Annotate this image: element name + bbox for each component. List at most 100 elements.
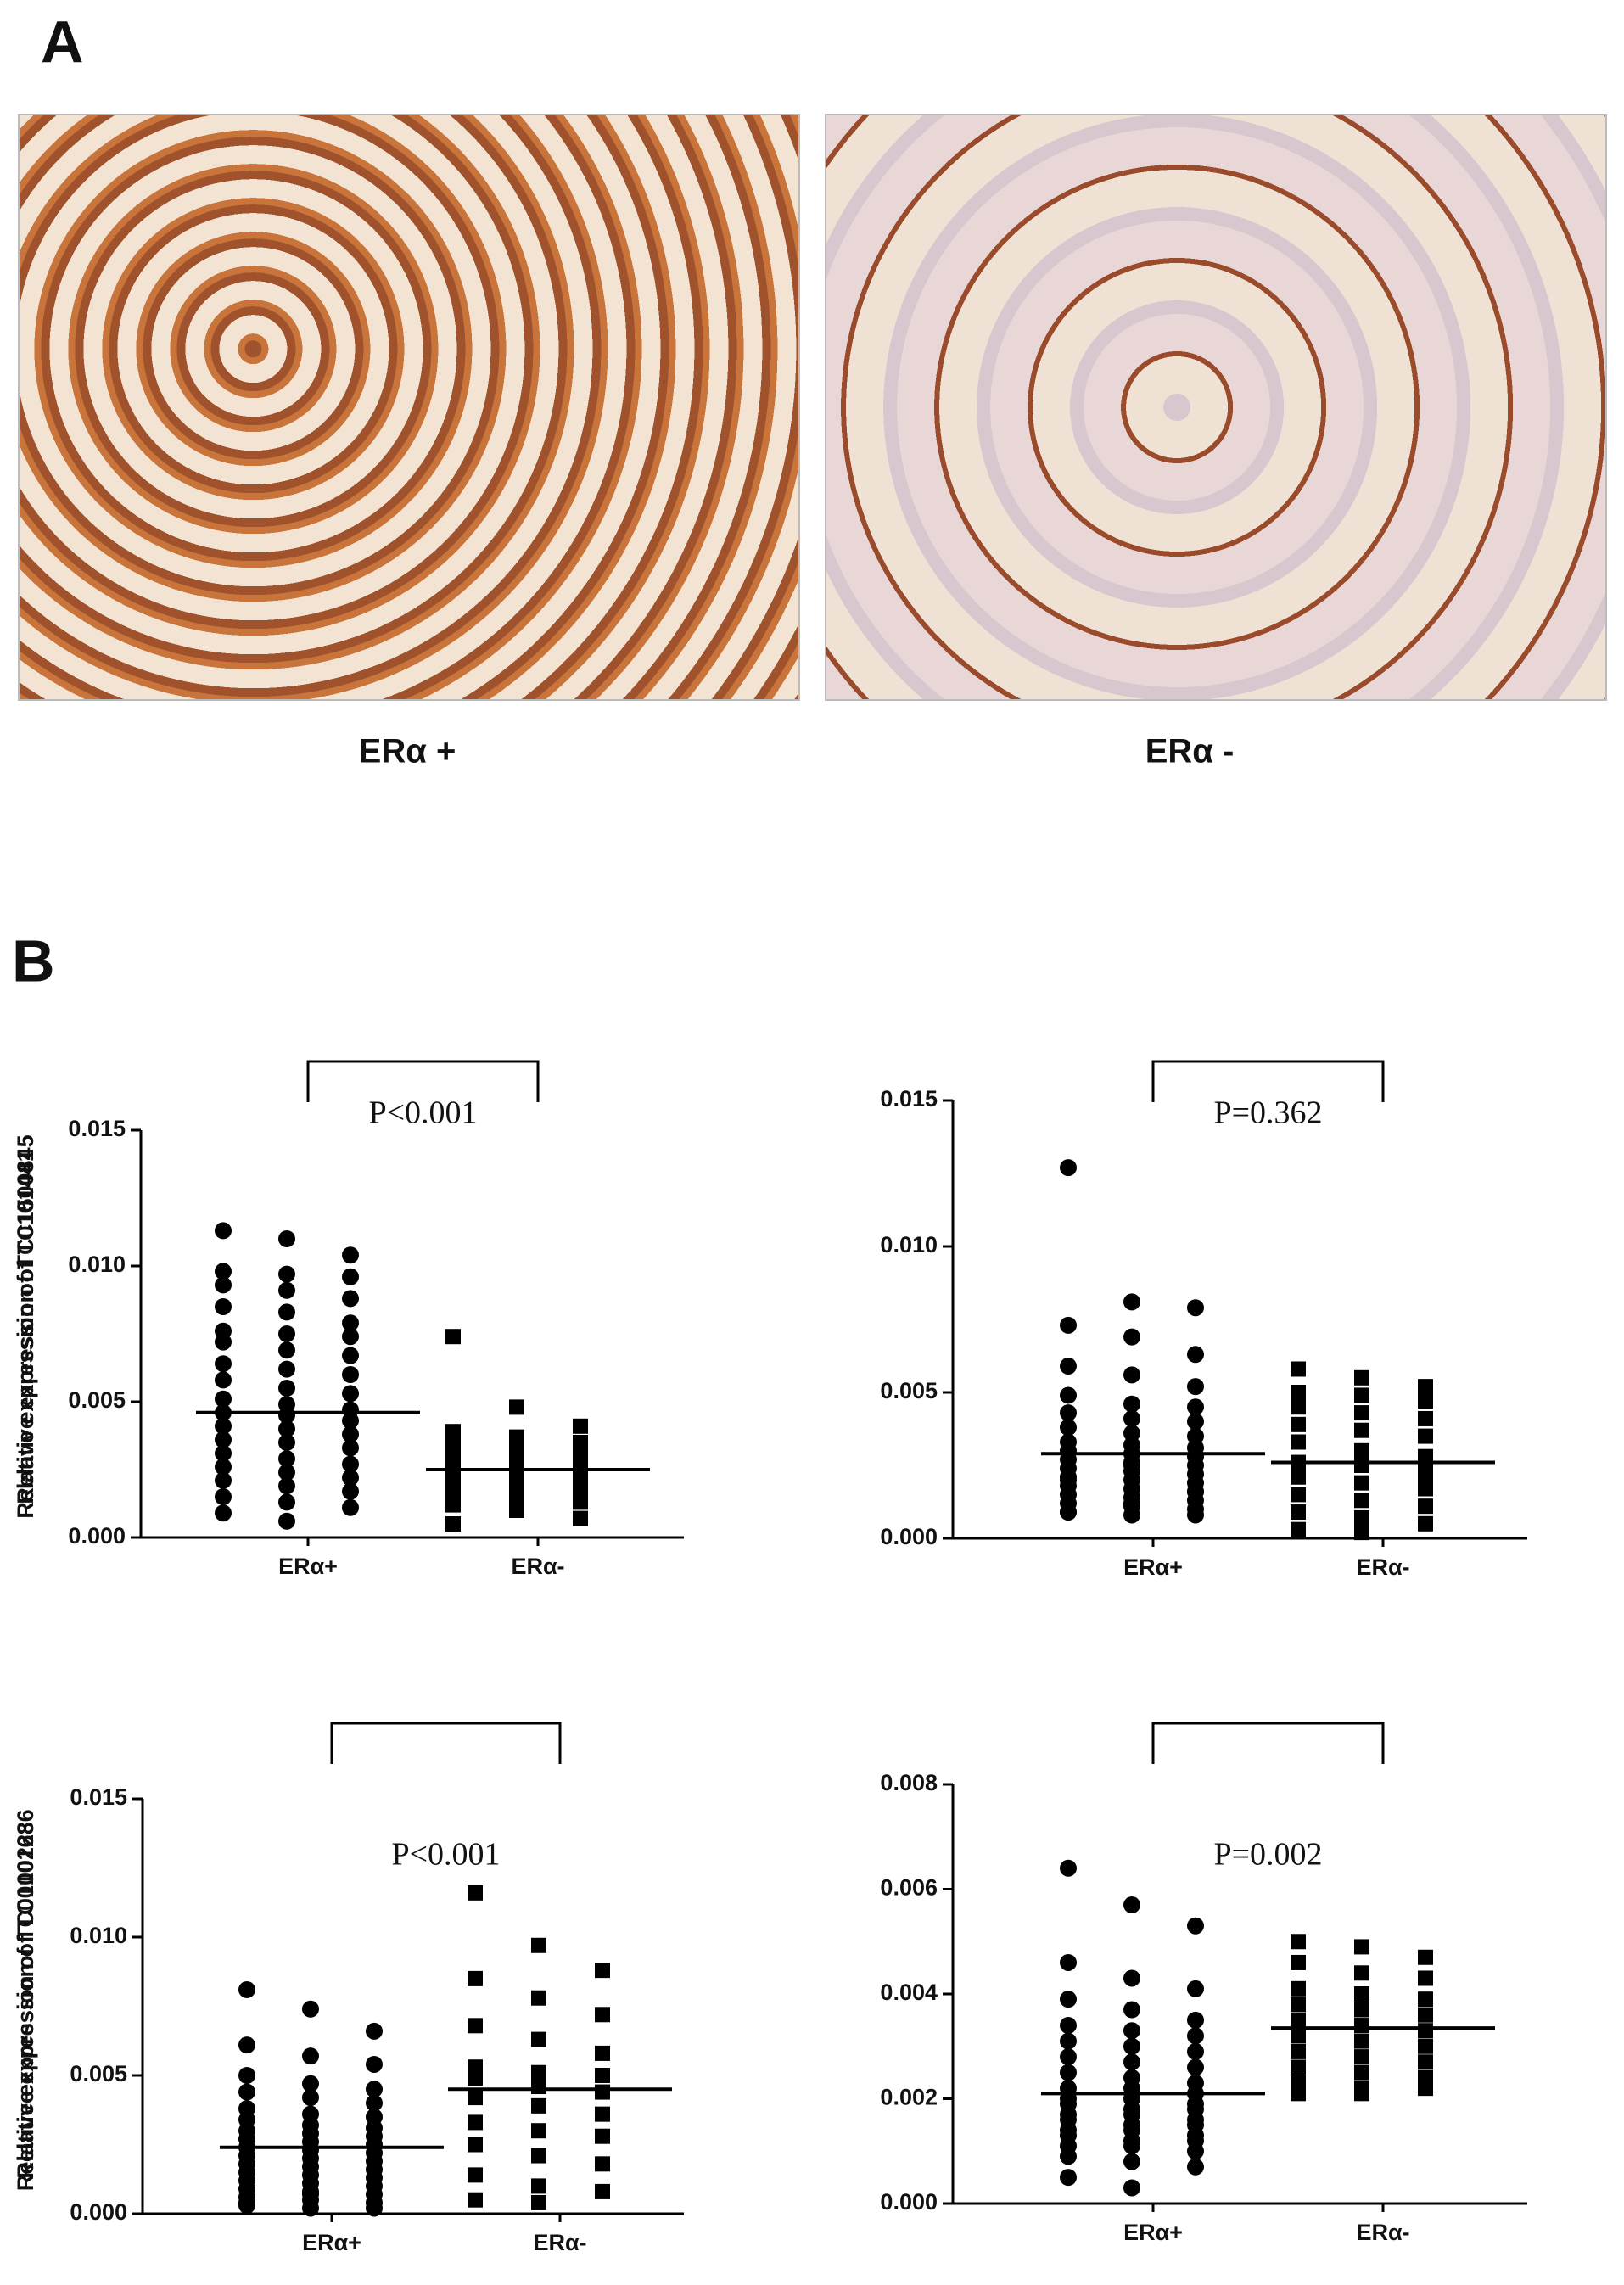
data-point <box>1291 1361 1306 1377</box>
data-point <box>278 1434 295 1451</box>
data-point <box>1418 1481 1433 1497</box>
data-point <box>1060 1504 1077 1521</box>
data-point <box>342 1439 359 1457</box>
data-point <box>531 2178 546 2194</box>
data-point <box>531 2148 546 2164</box>
data-point <box>573 1510 588 1526</box>
data-point <box>531 2031 546 2047</box>
data-point <box>1354 2033 1369 2049</box>
data-point <box>1354 2018 1369 2034</box>
data-point <box>1418 1970 1433 1986</box>
data-point <box>595 2106 610 2122</box>
data-point <box>1187 2142 1204 2160</box>
data-point <box>1354 2086 1369 2102</box>
data-point <box>531 2194 546 2210</box>
data-point <box>1291 1521 1306 1537</box>
data-point <box>1123 1969 1140 1987</box>
data-point <box>366 2199 383 2217</box>
data-point <box>1291 1980 1306 1997</box>
data-point <box>1354 1965 1369 1981</box>
x-tick-label: ERα- <box>1356 1554 1409 1580</box>
y-tick-label: 0.010 <box>880 1232 938 1257</box>
p-value: P<0.001 <box>391 1837 500 1873</box>
y-tick-label: 0.000 <box>880 1524 938 1549</box>
data-point <box>1060 1859 1077 1877</box>
significance-bracket <box>306 1060 540 1102</box>
data-point <box>342 1412 359 1430</box>
data-point <box>445 1437 461 1453</box>
data-point <box>468 2090 483 2106</box>
data-point <box>595 2156 610 2172</box>
data-point <box>1291 2059 1306 2075</box>
data-point <box>1123 2153 1140 2170</box>
data-point <box>1187 1506 1204 1524</box>
x-tick-label: ERα- <box>511 1554 564 1579</box>
data-point <box>468 2137 483 2153</box>
data-point <box>1418 1991 1433 2008</box>
data-point <box>1187 1346 1204 1364</box>
data-point <box>215 1417 232 1435</box>
data-point <box>278 1281 295 1299</box>
data-point <box>215 1390 232 1408</box>
data-point <box>1123 1409 1140 1427</box>
data-point <box>1060 1358 1077 1375</box>
data-point <box>1354 1422 1369 1438</box>
y-tick-label: 0.000 <box>880 2189 938 2215</box>
significance-bracket <box>1151 1060 1385 1102</box>
data-point <box>468 2070 483 2086</box>
p-value: P=0.002 <box>1213 1837 1322 1873</box>
data-point <box>595 2183 610 2199</box>
p-value: P=0.362 <box>1213 1095 1322 1131</box>
data-point <box>1123 1896 1140 1914</box>
data-point <box>1123 1328 1140 1346</box>
data-point <box>342 1498 359 1516</box>
x-tick-label: ERα+ <box>1123 1554 1183 1580</box>
data-point <box>302 2089 319 2107</box>
data-point <box>278 1380 295 1397</box>
data-point <box>1291 1504 1306 1521</box>
data-point <box>1187 2158 1204 2176</box>
data-point <box>595 2068 610 2083</box>
data-point <box>1418 2054 1433 2070</box>
y-axis-label: Relative expression of TC0100223 <box>13 1822 38 2191</box>
y-tick-label: 0.008 <box>880 1770 938 1795</box>
data-point <box>342 1268 359 1285</box>
data-point <box>1354 1509 1369 1526</box>
data-point <box>1123 1425 1140 1442</box>
data-point <box>1123 2001 1140 2019</box>
data-point <box>366 2081 383 2098</box>
data-point <box>302 2186 319 2204</box>
data-point <box>509 1478 524 1494</box>
data-point <box>1123 1506 1140 1524</box>
data-point <box>1354 1387 1369 1403</box>
data-point <box>573 1418 588 1434</box>
data-point <box>1418 1428 1433 1444</box>
data-point <box>1060 2048 1077 2066</box>
y-tick-label: 0.005 <box>68 1387 126 1413</box>
data-point <box>278 1477 295 1495</box>
data-point <box>1418 2023 1433 2039</box>
y-tick-label: 0.005 <box>70 2061 127 2086</box>
data-point <box>509 1503 524 1518</box>
data-point <box>215 1333 232 1351</box>
data-point <box>1187 1482 1204 1500</box>
data-point <box>1354 1986 1369 2002</box>
data-point <box>278 1303 295 1321</box>
data-point <box>215 1263 232 1280</box>
data-point <box>1060 1419 1077 1437</box>
data-point <box>1354 2049 1369 2065</box>
data-point <box>342 1328 359 1346</box>
data-point <box>531 2097 546 2114</box>
data-point <box>468 1970 483 1986</box>
x-tick-label: ERα+ <box>1123 2220 1183 2245</box>
y-tick-label: 0.002 <box>880 2085 938 2110</box>
data-point <box>1060 1991 1077 2008</box>
data-point <box>1418 1379 1433 1395</box>
data-point <box>278 1360 295 1378</box>
data-point <box>1291 2028 1306 2044</box>
data-point <box>215 1488 232 1505</box>
y-tick-label: 0.015 <box>70 1784 127 1810</box>
data-point <box>1060 1316 1077 1334</box>
data-point <box>445 1329 461 1345</box>
